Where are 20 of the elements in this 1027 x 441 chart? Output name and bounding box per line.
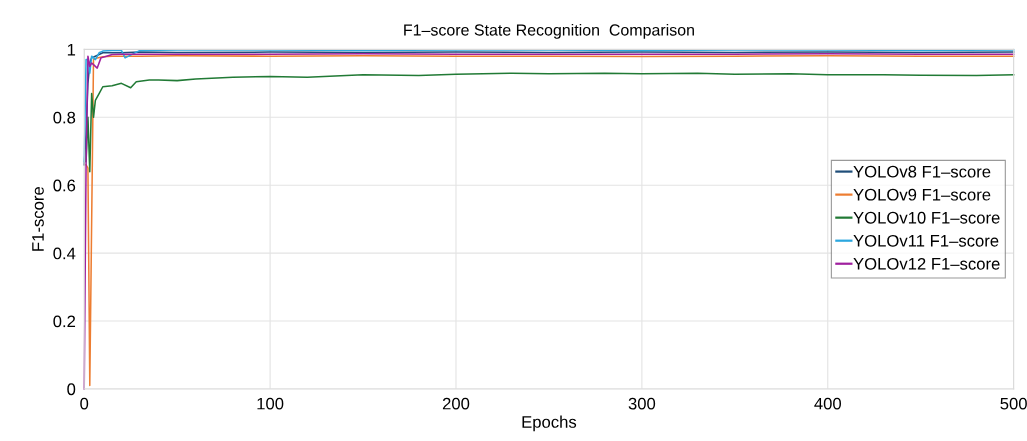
x-axis-title: Epochs (522, 415, 577, 432)
x-tick-label: 500 (1000, 397, 1027, 410)
y-axis-title: F1-score (32, 187, 44, 251)
y-tick-label: 0.8 (53, 111, 76, 124)
y-tick-label: 0.6 (53, 179, 76, 192)
x-tick-label: 200 (442, 397, 470, 410)
legend-label: YOLOv12 F1–score (853, 257, 1000, 270)
legend-label: YOLOv8 F1–score (853, 165, 991, 178)
legend-label: YOLOv9 F1–score (853, 188, 991, 201)
x-tick-label: 300 (628, 397, 656, 410)
y-tick-label: 0 (67, 383, 76, 396)
x-tick-label: 0 (80, 397, 89, 410)
chart-title: F1–score State Recognition Comparison (404, 23, 694, 39)
y-tick-label: 1 (67, 43, 76, 56)
y-tick-label: 0.4 (53, 247, 76, 260)
legend-label: YOLOv10 F1–score (853, 211, 1000, 224)
y-tick-label: 0.2 (53, 315, 76, 328)
x-tick-label: 400 (814, 397, 842, 410)
legend-label: YOLOv11 F1–score (853, 234, 999, 247)
x-tick-label: 100 (257, 397, 284, 410)
